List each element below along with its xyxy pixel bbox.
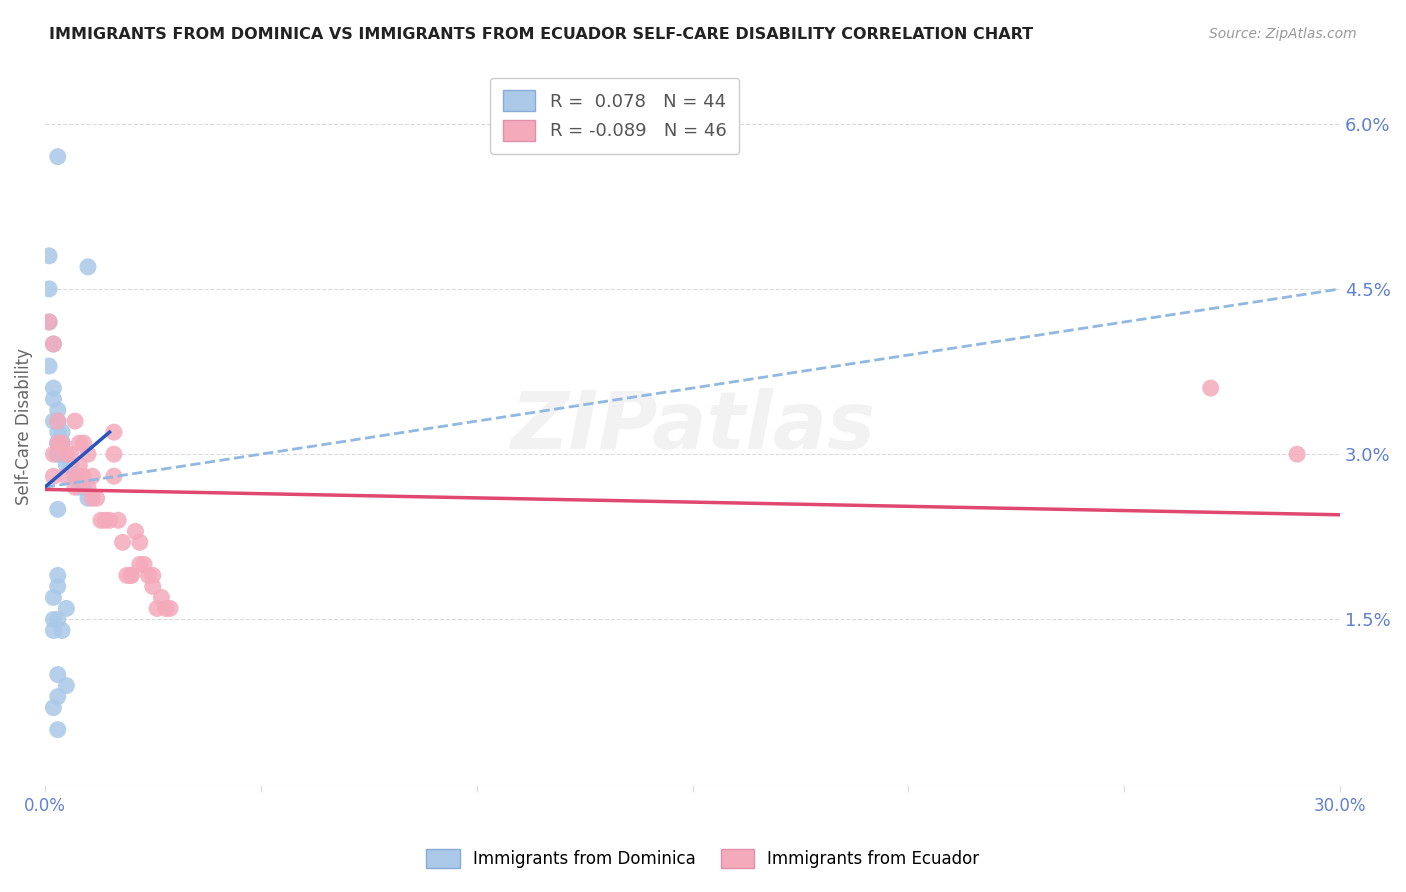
Point xyxy=(67,469,90,483)
Point xyxy=(42,392,65,406)
Point xyxy=(146,601,169,615)
Point xyxy=(55,601,77,615)
Point xyxy=(51,436,73,450)
Point xyxy=(42,612,65,626)
Point xyxy=(103,425,125,439)
Point xyxy=(46,667,69,681)
Point xyxy=(124,524,146,539)
Point xyxy=(42,447,65,461)
Point xyxy=(42,337,65,351)
Point xyxy=(42,469,65,483)
Point xyxy=(46,502,69,516)
Point xyxy=(128,558,150,572)
Point xyxy=(111,535,134,549)
Point xyxy=(46,690,69,704)
Point xyxy=(55,458,77,473)
Point xyxy=(42,624,65,638)
Point xyxy=(46,403,69,417)
Point xyxy=(142,579,165,593)
Point xyxy=(46,447,69,461)
Point xyxy=(120,568,142,582)
Point xyxy=(55,447,77,461)
Point xyxy=(1199,381,1222,395)
Point xyxy=(77,491,100,506)
Point xyxy=(38,359,60,373)
Point xyxy=(46,436,69,450)
Point xyxy=(67,480,90,494)
Point xyxy=(63,469,86,483)
Point xyxy=(46,425,69,439)
Point xyxy=(77,260,100,274)
Legend: Immigrants from Dominica, Immigrants from Ecuador: Immigrants from Dominica, Immigrants fro… xyxy=(420,842,986,875)
Point xyxy=(82,469,104,483)
Point xyxy=(46,150,69,164)
Point xyxy=(51,425,73,439)
Point xyxy=(73,469,96,483)
Point xyxy=(128,535,150,549)
Point xyxy=(46,612,69,626)
Point xyxy=(51,436,73,450)
Point xyxy=(77,447,100,461)
Point xyxy=(46,414,69,428)
Text: IMMIGRANTS FROM DOMINICA VS IMMIGRANTS FROM ECUADOR SELF-CARE DISABILITY CORRELA: IMMIGRANTS FROM DOMINICA VS IMMIGRANTS F… xyxy=(49,27,1033,42)
Point xyxy=(46,436,69,450)
Point xyxy=(134,558,156,572)
Point xyxy=(42,337,65,351)
Point xyxy=(142,568,165,582)
Point xyxy=(42,591,65,605)
Point xyxy=(51,447,73,461)
Point xyxy=(51,436,73,450)
Point xyxy=(159,601,181,615)
Point xyxy=(67,469,90,483)
Point xyxy=(46,723,69,737)
Point xyxy=(46,447,69,461)
Point xyxy=(59,447,82,461)
Point xyxy=(90,513,112,527)
Point xyxy=(63,414,86,428)
Point xyxy=(46,568,69,582)
Point xyxy=(42,381,65,395)
Point xyxy=(63,480,86,494)
Point xyxy=(67,458,90,473)
Text: ZIPatlas: ZIPatlas xyxy=(510,388,875,466)
Text: Source: ZipAtlas.com: Source: ZipAtlas.com xyxy=(1209,27,1357,41)
Point xyxy=(73,436,96,450)
Point xyxy=(115,568,138,582)
Point xyxy=(1286,447,1309,461)
Point xyxy=(103,447,125,461)
Point xyxy=(86,491,108,506)
Point xyxy=(77,480,100,494)
Point xyxy=(51,624,73,638)
Point xyxy=(120,568,142,582)
Point xyxy=(155,601,177,615)
Point xyxy=(46,436,69,450)
Legend: R =  0.078   N = 44, R = -0.089   N = 46: R = 0.078 N = 44, R = -0.089 N = 46 xyxy=(491,78,740,153)
Point xyxy=(38,249,60,263)
Point xyxy=(38,282,60,296)
Point xyxy=(67,436,90,450)
Point xyxy=(94,513,117,527)
Point xyxy=(42,700,65,714)
Point xyxy=(63,469,86,483)
Point xyxy=(46,414,69,428)
Point xyxy=(55,679,77,693)
Point xyxy=(46,579,69,593)
Point xyxy=(138,568,160,582)
Point xyxy=(42,414,65,428)
Point xyxy=(38,315,60,329)
Point xyxy=(51,447,73,461)
Point xyxy=(38,315,60,329)
Point xyxy=(150,591,173,605)
Point xyxy=(73,480,96,494)
Point xyxy=(103,469,125,483)
Point xyxy=(59,458,82,473)
Point xyxy=(82,491,104,506)
Point xyxy=(107,513,129,527)
Point xyxy=(98,513,121,527)
Point xyxy=(55,469,77,483)
Y-axis label: Self-Care Disability: Self-Care Disability xyxy=(15,348,32,505)
